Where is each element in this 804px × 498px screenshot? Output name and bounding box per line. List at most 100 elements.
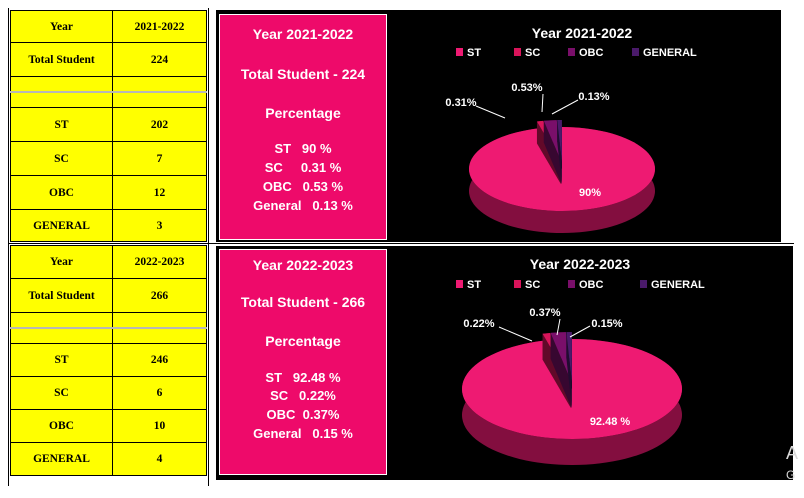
summary-line-st: ST 90 % xyxy=(274,141,332,156)
pie-slice-top xyxy=(469,127,655,211)
table-cell-label: SC xyxy=(10,376,113,410)
table-header-year: Year xyxy=(10,10,113,43)
table-header-year: Year xyxy=(10,245,113,279)
legend-label: ST xyxy=(467,279,481,291)
table-row: OBC 10 xyxy=(10,409,207,443)
legend-swatch xyxy=(514,280,521,288)
summary-line-obc: OBC 0.37% xyxy=(266,407,340,422)
summary-total: Total Student - 224 xyxy=(240,66,366,82)
table-cell-label: SC xyxy=(10,141,113,176)
summary-year: Year 2022-2023 xyxy=(252,257,354,273)
pie-slice-general xyxy=(557,120,562,185)
table-total-value: 266 xyxy=(112,278,207,313)
table-cell-label: GENERAL xyxy=(10,209,113,242)
table-cell-label: ST xyxy=(10,343,113,377)
chart-title: Year 2022-2023 xyxy=(530,256,631,272)
legend-label: ST xyxy=(467,47,481,59)
legend-swatch xyxy=(456,48,463,56)
summary-line-general: General 0.13 % xyxy=(253,198,353,213)
table-row: SC 6 xyxy=(10,376,207,410)
pie-slice-obc xyxy=(550,332,572,409)
legend-swatch xyxy=(640,280,647,288)
table-cell-label: GENERAL xyxy=(10,442,113,476)
grid-line xyxy=(8,243,794,244)
legend-item: ST xyxy=(456,47,481,59)
legend-item: GENERAL xyxy=(640,279,705,291)
table-gap-cell xyxy=(10,312,113,329)
legend-label: GENERAL xyxy=(643,47,697,59)
data-label-st: 92.48 % xyxy=(590,416,631,428)
table-cell-value: 6 xyxy=(112,376,207,410)
grid-line xyxy=(208,8,209,486)
pie-slice-top xyxy=(550,332,572,383)
pie-chart-2021: Year 2021-2022 ST SC OBC GENERAL 90% 0.31% 0.53… xyxy=(445,25,697,233)
grid-line xyxy=(8,8,9,486)
pie-slice-wall xyxy=(543,120,562,185)
leader-line xyxy=(569,325,591,338)
table-cell-label: OBC xyxy=(10,409,113,443)
data-table-2022: Year 2022-2023 Total Student 266 ST 246 … xyxy=(10,245,207,476)
pie-chart-2022: Year 2022-2023 ST SC OBC GENERAL 92.48 % 0.22%… xyxy=(456,256,705,465)
table-row: ST 246 xyxy=(10,343,207,377)
pie-slice-wall xyxy=(566,332,572,409)
table-header-year-value: 2021-2022 xyxy=(112,10,207,43)
legend-item: SC xyxy=(514,279,540,291)
legend-item: OBC xyxy=(568,47,604,59)
table-gap-cell xyxy=(10,327,113,344)
table-cell-value: 10 xyxy=(112,409,207,443)
summary-line-sc: SC 0.31 % xyxy=(264,160,342,175)
summary-year: Year 2021-2022 xyxy=(252,26,354,42)
legend-item: GENERAL xyxy=(632,47,697,59)
data-table-2021: Year 2021-2022 Total Student 224 ST 202 … xyxy=(10,10,207,242)
table-cell-value: 3 xyxy=(112,209,207,242)
leader-line xyxy=(551,99,579,115)
pie-slice-wall xyxy=(550,332,572,409)
legend-label: SC xyxy=(525,279,540,291)
watermark-fragment: A xyxy=(786,443,799,463)
table-gap-cell xyxy=(112,76,207,93)
pie-slice-top xyxy=(543,120,562,163)
data-label-obc: 0.37% xyxy=(529,307,560,319)
summary-box-2021: Year 2021-2022 Total Student - 224 Perce… xyxy=(219,14,387,240)
data-label-general: 0.15% xyxy=(591,318,622,330)
pie-slice-top xyxy=(566,332,572,383)
table-cell-value: 7 xyxy=(112,141,207,176)
legend-swatch xyxy=(568,48,575,56)
leader-line xyxy=(556,318,561,336)
data-label-obc: 0.53% xyxy=(511,82,542,94)
summary-line-general: General 0.15 % xyxy=(253,426,353,441)
table-cell-label: OBC xyxy=(10,175,113,210)
chart-title: Year 2021-2022 xyxy=(532,25,633,41)
pie-slice-st xyxy=(468,127,655,233)
pie-slice-general xyxy=(566,332,572,409)
table-row: ST 202 xyxy=(10,107,207,142)
table-row: SC 7 xyxy=(10,141,207,176)
summary-percentage-heading: Percentage xyxy=(265,105,341,121)
table-row: GENERAL 3 xyxy=(10,209,207,242)
table-gap-cell xyxy=(112,91,207,108)
legend-swatch xyxy=(632,48,639,56)
legend-label: OBC xyxy=(579,47,604,59)
pie-slice-wall xyxy=(557,120,562,185)
legend-item: ST xyxy=(456,279,481,291)
summary-total: Total Student - 266 xyxy=(240,294,366,310)
table-total-value: 224 xyxy=(112,42,207,77)
pie-slice-st xyxy=(462,339,683,465)
data-label-general: 0.13% xyxy=(578,91,609,103)
leader-line xyxy=(541,93,544,113)
table-header-year-value: 2022-2023 xyxy=(112,245,207,279)
legend-item: SC xyxy=(514,47,540,59)
table-gap-cell xyxy=(10,76,113,93)
legend-swatch xyxy=(568,280,575,288)
table-cell-value: 12 xyxy=(112,175,207,210)
leader-line xyxy=(498,326,533,342)
table-cell-value: 202 xyxy=(112,107,207,142)
pie-slice-top xyxy=(462,339,683,439)
legend-label: OBC xyxy=(579,279,604,291)
data-label-sc: 0.31% xyxy=(445,97,476,109)
legend-swatch xyxy=(514,48,521,56)
pie-slice-top xyxy=(557,120,562,163)
data-label-st: 90% xyxy=(579,187,601,199)
data-label-sc: 0.22% xyxy=(463,318,494,330)
summary-line-obc: OBC 0.53 % xyxy=(262,179,344,194)
